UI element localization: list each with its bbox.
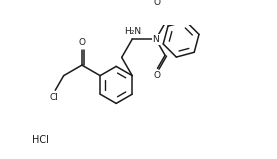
Text: O: O: [78, 38, 85, 47]
Text: Cl: Cl: [50, 93, 59, 102]
Text: N: N: [152, 35, 159, 44]
Text: O: O: [153, 71, 160, 80]
Text: H₂N: H₂N: [124, 27, 141, 36]
Text: HCl: HCl: [32, 135, 49, 145]
Text: O: O: [153, 0, 160, 7]
